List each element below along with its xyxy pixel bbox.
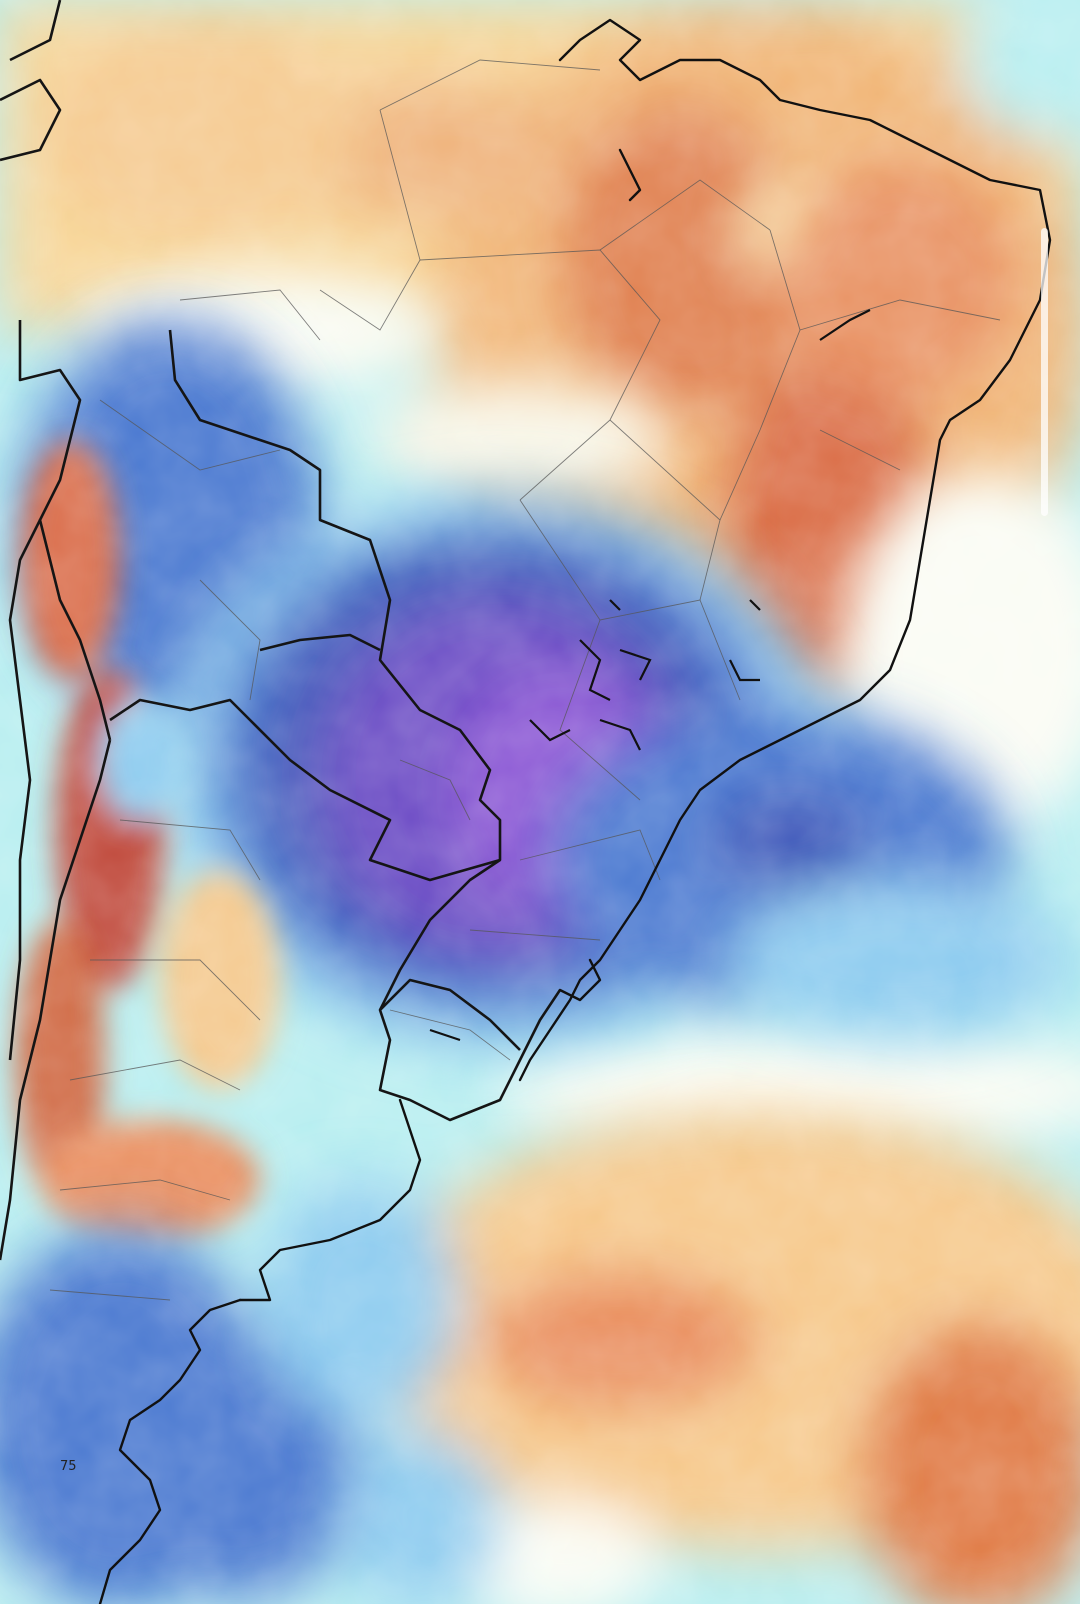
colombia-border [9, 0, 62, 62]
patagonia-coast [98, 1298, 242, 1604]
coastlines [98, 18, 1052, 1604]
lagoa-coast [558, 958, 602, 1002]
bolivia-border [109, 329, 502, 882]
paraguay-border [259, 633, 381, 652]
state-boundaries [49, 59, 1001, 1301]
southern-label: 75 [60, 1459, 77, 1474]
uruguay-border [379, 978, 521, 1051]
rio-de-la-plata-coast [238, 1098, 422, 1302]
venezuela-border [0, 78, 62, 162]
country-borders [0, 0, 562, 1261]
chile-argentina-border [0, 739, 112, 1261]
peru-chile-border [18, 320, 112, 741]
reservoirs [429, 309, 871, 1042]
argentina-brazil-border [378, 858, 562, 1122]
andes-secondary-border [8, 519, 42, 1061]
amazon-delta-coast [618, 148, 642, 202]
brazil-north-coast [518, 18, 1052, 1082]
scrollbar-thumb[interactable] [1041, 228, 1048, 516]
